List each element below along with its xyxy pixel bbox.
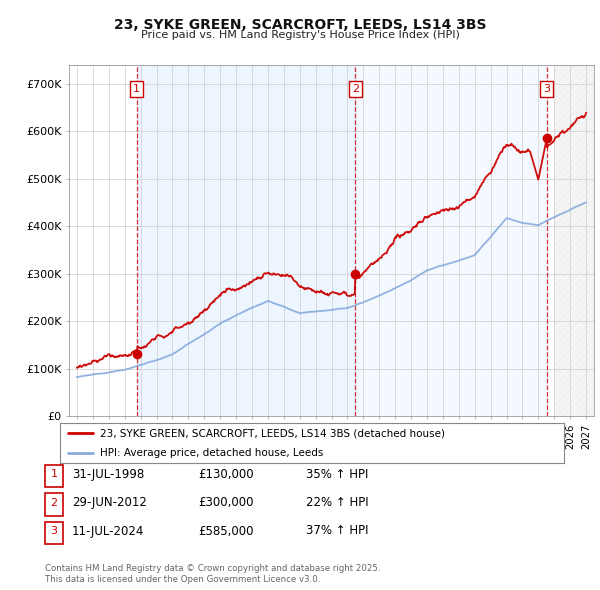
Text: 23, SYKE GREEN, SCARCROFT, LEEDS, LS14 3BS (detached house): 23, SYKE GREEN, SCARCROFT, LEEDS, LS14 3… [100, 428, 445, 438]
Text: 2: 2 [50, 498, 58, 507]
Text: Price paid vs. HM Land Registry's House Price Index (HPI): Price paid vs. HM Land Registry's House … [140, 30, 460, 40]
Text: This data is licensed under the Open Government Licence v3.0.: This data is licensed under the Open Gov… [45, 575, 320, 584]
Text: 1: 1 [133, 84, 140, 94]
Bar [554, 65, 594, 416]
Text: 37% ↑ HPI: 37% ↑ HPI [306, 525, 368, 537]
Bar [137, 65, 355, 416]
Text: 11-JUL-2024: 11-JUL-2024 [72, 525, 145, 537]
Text: 35% ↑ HPI: 35% ↑ HPI [306, 468, 368, 481]
Text: £585,000: £585,000 [198, 525, 254, 537]
Text: 2: 2 [352, 84, 359, 94]
Text: 3: 3 [543, 84, 550, 94]
Text: £130,000: £130,000 [198, 468, 254, 481]
Text: Contains HM Land Registry data © Crown copyright and database right 2025.: Contains HM Land Registry data © Crown c… [45, 565, 380, 573]
Text: 3: 3 [50, 526, 58, 536]
Text: 23, SYKE GREEN, SCARCROFT, LEEDS, LS14 3BS: 23, SYKE GREEN, SCARCROFT, LEEDS, LS14 3… [114, 18, 486, 32]
Text: HPI: Average price, detached house, Leeds: HPI: Average price, detached house, Leed… [100, 448, 323, 458]
Text: 31-JUL-1998: 31-JUL-1998 [72, 468, 144, 481]
Text: 1: 1 [50, 470, 58, 479]
Text: 22% ↑ HPI: 22% ↑ HPI [306, 496, 368, 509]
Bar [355, 65, 547, 416]
Text: 29-JUN-2012: 29-JUN-2012 [72, 496, 147, 509]
Text: £300,000: £300,000 [198, 496, 254, 509]
